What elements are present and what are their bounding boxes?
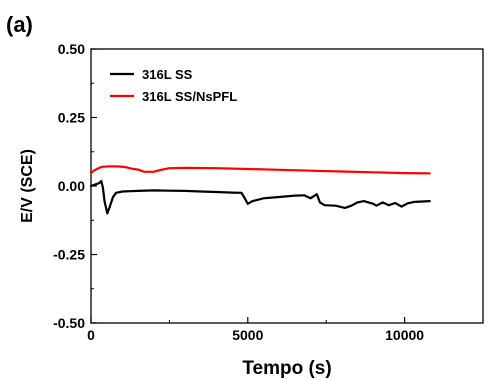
x-axis-title: Tempo (s)	[242, 358, 331, 379]
panel-label: (a)	[6, 12, 33, 37]
x-tick-label: 10000	[385, 327, 424, 343]
y-tick-label: 0.00	[58, 178, 85, 194]
y-tick-label: 0.50	[58, 41, 85, 57]
x-tick-label: 5000	[232, 327, 263, 343]
series-line-0	[89, 180, 431, 215]
legend-label-316l-ss: 316L SS	[142, 67, 193, 82]
series-line-1	[89, 165, 431, 175]
legend-label-316l-ss-nspfl: 316L SS/NsPFL	[142, 89, 237, 104]
y-tick-label: -0.50	[53, 315, 85, 331]
y-axis-title: E/V (SCE)	[19, 149, 36, 223]
legend: 316L SS 316L SS/NsPFL	[110, 67, 237, 104]
y-tick-label: -0.25	[53, 247, 85, 263]
x-tick-label: 0	[87, 327, 95, 343]
y-tick-label: 0.25	[58, 110, 85, 126]
